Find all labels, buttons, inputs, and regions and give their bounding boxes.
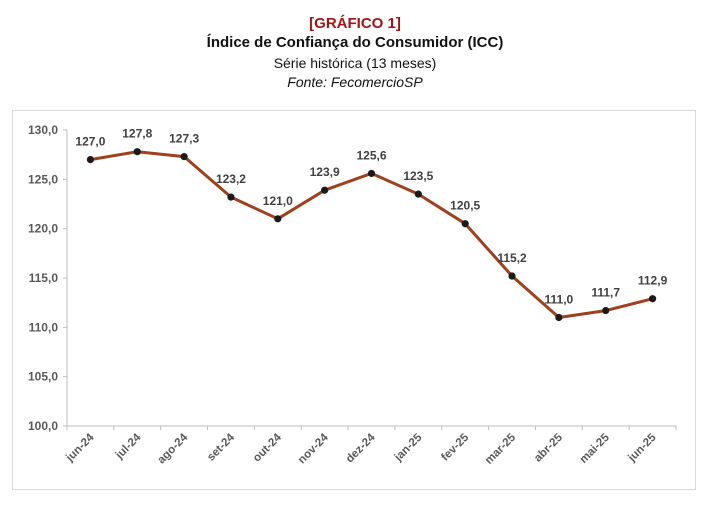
chart-frame bbox=[12, 110, 696, 490]
data-label: 120,5 bbox=[450, 199, 480, 213]
x-tick-label: jun-24 bbox=[63, 431, 97, 465]
data-label: 127,8 bbox=[122, 127, 152, 141]
data-label: 112,9 bbox=[638, 274, 668, 288]
y-tick-label: 125,0 bbox=[28, 172, 58, 186]
data-point bbox=[555, 313, 563, 322]
data-label: 127,0 bbox=[75, 135, 105, 149]
data-point bbox=[227, 193, 235, 201]
data-point bbox=[274, 215, 282, 223]
chart-source: Fonte: FecomercioSP bbox=[287, 74, 423, 90]
y-tick-label: 130,0 bbox=[28, 123, 58, 137]
y-tick-label: 115,0 bbox=[29, 271, 59, 285]
x-tick-label: set-24 bbox=[205, 431, 237, 463]
data-point bbox=[461, 220, 469, 228]
x-tick-label: jun-25 bbox=[626, 431, 660, 465]
x-tick-label: mai-25 bbox=[578, 431, 613, 466]
x-tick-label: out-24 bbox=[251, 431, 284, 464]
chart-subtitle: Série histórica (13 meses) bbox=[273, 55, 437, 71]
data-point bbox=[133, 148, 141, 156]
data-point bbox=[86, 156, 95, 164]
y-tick-label: 105,0 bbox=[28, 370, 58, 384]
data-point bbox=[180, 153, 188, 161]
data-label: 123,2 bbox=[216, 172, 246, 186]
data-point bbox=[648, 295, 657, 303]
data-point bbox=[602, 306, 610, 315]
y-tick-label: 110,0 bbox=[29, 320, 59, 334]
data-point bbox=[321, 186, 329, 194]
data-label: 123,5 bbox=[403, 169, 433, 183]
x-tick-label: ago-24 bbox=[156, 431, 191, 466]
data-point bbox=[508, 272, 516, 280]
chart-header: [GRÁFICO 1] Índice de Confiança do Consu… bbox=[0, 14, 710, 92]
x-tick-label: abr-25 bbox=[532, 431, 565, 464]
x-tick-label: jul-24 bbox=[113, 431, 144, 462]
data-label: 125,6 bbox=[356, 148, 386, 162]
chart-title: Índice de Confiança do Consumidor (ICC) bbox=[206, 34, 504, 51]
x-tick-label: nov-24 bbox=[296, 431, 331, 466]
chart-label: [GRÁFICO 1] bbox=[309, 15, 401, 32]
data-label: 123,9 bbox=[310, 165, 340, 179]
x-tick-label: jan-25 bbox=[392, 431, 425, 464]
data-label: 121,0 bbox=[263, 194, 293, 208]
y-tick-label: 100,0 bbox=[28, 419, 58, 433]
data-point bbox=[414, 190, 422, 198]
x-tick-label: dez-24 bbox=[344, 431, 378, 465]
data-label: 111,0 bbox=[545, 292, 574, 306]
y-tick-label: 120,0 bbox=[28, 222, 58, 236]
x-tick-label: fev-25 bbox=[439, 431, 471, 463]
x-tick-label: mar-25 bbox=[483, 431, 519, 467]
data-label: 115,2 bbox=[497, 251, 527, 265]
data-label: 127,3 bbox=[169, 132, 199, 146]
data-point bbox=[367, 169, 376, 178]
data-label: 111,7 bbox=[591, 286, 620, 300]
